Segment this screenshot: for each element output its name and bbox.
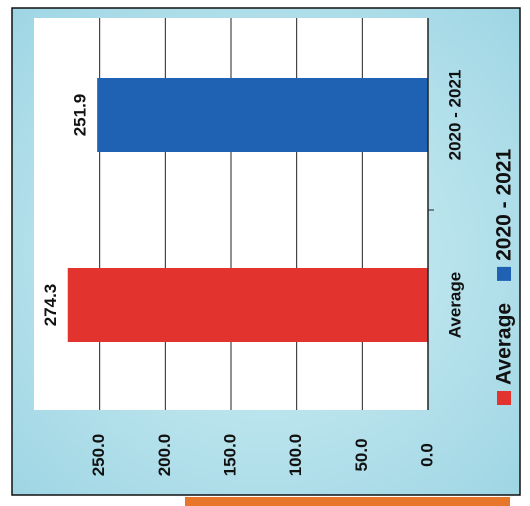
x-tick-label: 100.0 <box>286 434 305 477</box>
value-label: 251.9 <box>71 94 90 137</box>
legend-swatch <box>497 266 511 281</box>
y-tick-label: 2020 - 2021 <box>445 70 464 161</box>
value-label: 274.3 <box>41 284 60 327</box>
x-tick-label: 200.0 <box>155 434 174 477</box>
x-tick-label: 50.0 <box>352 438 371 471</box>
legend-label: Average <box>493 303 516 385</box>
x-tick-label: 150.0 <box>220 434 239 477</box>
bar <box>67 268 428 342</box>
y-tick-label: Average <box>445 272 464 338</box>
legend-swatch <box>497 391 511 405</box>
x-tick-label: 0.0 <box>417 443 436 467</box>
bar <box>97 78 429 152</box>
x-tick-label: 250.0 <box>89 434 108 477</box>
legend-label: 2020 - 2021 <box>493 148 516 260</box>
decor-strip <box>185 497 510 506</box>
